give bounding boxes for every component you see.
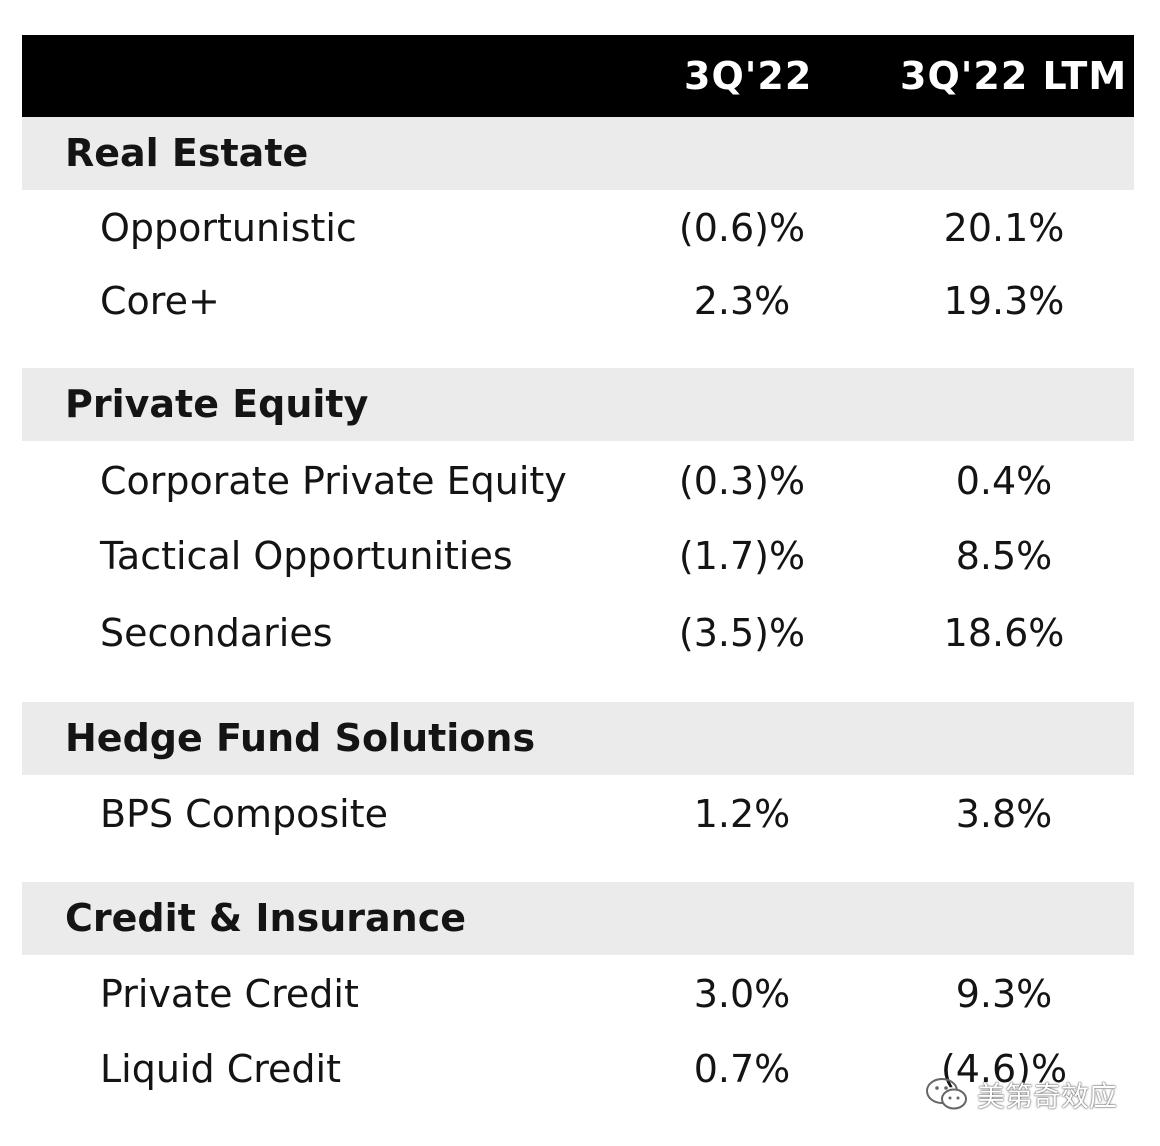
watermark: 美第奇效应 — [925, 1073, 1117, 1117]
watermark-text: 美第奇效应 — [977, 1080, 1118, 1113]
header-3q22: 3Q'22 — [684, 54, 813, 98]
section-title: Credit & Insurance — [65, 896, 466, 940]
table-row: Private Credit 3.0% 9.3% — [22, 958, 1134, 1030]
header-3q22-ltm: 3Q'22 LTM — [900, 54, 1128, 98]
table-row: Secondaries (3.5)% 18.6% — [22, 597, 1134, 669]
table-row: Corporate Private Equity (0.3)% 0.4% — [22, 445, 1134, 517]
table-row: Tactical Opportunities (1.7)% 8.5% — [22, 520, 1134, 592]
row-3q22-value: 2.3% — [693, 279, 791, 323]
row-ltm-value: 0.4% — [955, 459, 1053, 503]
row-3q22-value: 1.2% — [693, 792, 791, 836]
section-title: Hedge Fund Solutions — [65, 716, 536, 760]
row-3q22-value: 0.7% — [693, 1047, 791, 1091]
section-title: Real Estate — [65, 131, 309, 175]
table-row: Liquid Credit 0.7% (4.6)% — [22, 1033, 1134, 1105]
row-label: Tactical Opportunities — [100, 534, 513, 578]
row-3q22-value: (0.3)% — [678, 459, 806, 503]
section-real-estate: Real Estate — [22, 117, 1134, 190]
row-3q22-value: 3.0% — [693, 972, 791, 1016]
row-label: Secondaries — [100, 611, 333, 655]
row-label: Opportunistic — [100, 206, 357, 250]
table-row: BPS Composite 1.2% 3.8% — [22, 778, 1134, 850]
wechat-icon — [925, 1076, 969, 1114]
row-label: Core+ — [100, 279, 220, 323]
row-label: BPS Composite — [100, 792, 388, 836]
row-ltm-value: 9.3% — [955, 972, 1053, 1016]
row-ltm-value: 19.3% — [943, 279, 1065, 323]
row-label: Liquid Credit — [100, 1047, 341, 1091]
row-ltm-value: 20.1% — [943, 206, 1065, 250]
row-3q22-value: (0.6)% — [678, 206, 806, 250]
returns-table: 3Q'22 3Q'22 LTM Real Estate Opportunisti… — [22, 35, 1134, 1091]
table-header: 3Q'22 3Q'22 LTM — [22, 35, 1134, 117]
table-row: Core+ 2.3% 19.3% — [22, 265, 1134, 337]
row-3q22-value: (1.7)% — [678, 534, 806, 578]
row-3q22-value: (3.5)% — [678, 611, 806, 655]
table-row: Opportunistic (0.6)% 20.1% — [22, 192, 1134, 264]
section-private-equity: Private Equity — [22, 368, 1134, 441]
row-label: Corporate Private Equity — [100, 459, 567, 503]
section-title: Private Equity — [65, 382, 369, 426]
row-ltm-value: 8.5% — [955, 534, 1053, 578]
section-credit-insurance: Credit & Insurance — [22, 882, 1134, 955]
row-label: Private Credit — [100, 972, 359, 1016]
row-ltm-value: 18.6% — [943, 611, 1065, 655]
section-hedge-fund-solutions: Hedge Fund Solutions — [22, 702, 1134, 775]
row-ltm-value: 3.8% — [955, 792, 1053, 836]
row-ltm-value: (4.6)% — [940, 1047, 1068, 1091]
